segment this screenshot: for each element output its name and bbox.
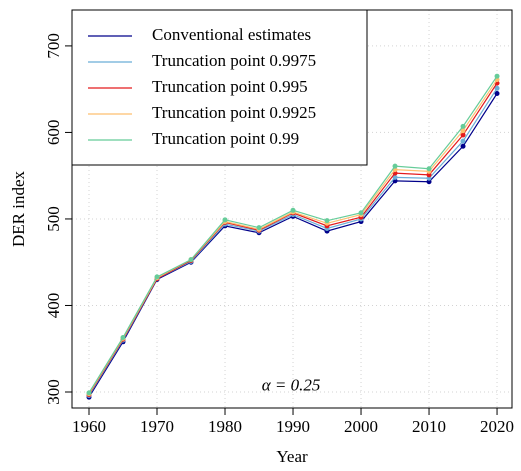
x-tick-label: 1980 <box>208 417 242 436</box>
point <box>290 207 296 213</box>
y-tick-label: 700 <box>44 33 63 59</box>
point <box>188 257 194 263</box>
x-tick-label: 2020 <box>480 417 514 436</box>
x-axis-label: Year <box>276 447 308 466</box>
x-tick-label: 2000 <box>344 417 378 436</box>
point <box>358 210 364 216</box>
point <box>460 138 466 144</box>
point <box>426 166 432 172</box>
x-tick-label: 1990 <box>276 417 310 436</box>
y-tick-label: 400 <box>44 293 63 319</box>
point <box>154 274 160 280</box>
point <box>392 163 398 169</box>
x-tick-label: 1960 <box>72 417 106 436</box>
annotation: α = 0.25 <box>262 376 321 395</box>
point <box>460 128 466 134</box>
point <box>460 132 466 138</box>
y-tick-label: 300 <box>44 379 63 405</box>
x-tick-label: 1970 <box>140 417 174 436</box>
legend-label: Truncation point 0.9925 <box>152 103 316 122</box>
point <box>426 179 432 185</box>
point <box>460 143 466 149</box>
point <box>324 218 330 224</box>
point <box>256 225 262 231</box>
legend-label: Truncation point 0.995 <box>152 77 308 96</box>
x-tick-label: 2010 <box>412 417 446 436</box>
point <box>460 123 466 129</box>
y-tick-label: 500 <box>44 206 63 232</box>
point <box>494 73 500 79</box>
legend-label: Truncation point 0.99 <box>152 129 299 148</box>
point <box>426 175 432 181</box>
point <box>494 90 500 96</box>
point <box>494 85 500 91</box>
y-axis-label: DER index <box>9 170 28 247</box>
point <box>222 217 228 223</box>
legend-label: Truncation point 0.9975 <box>152 51 316 70</box>
point <box>86 390 92 396</box>
point <box>426 172 432 178</box>
point <box>120 334 126 340</box>
point <box>392 174 398 180</box>
y-tick-label: 600 <box>44 120 63 146</box>
legend-label: Conventional estimates <box>152 25 311 44</box>
